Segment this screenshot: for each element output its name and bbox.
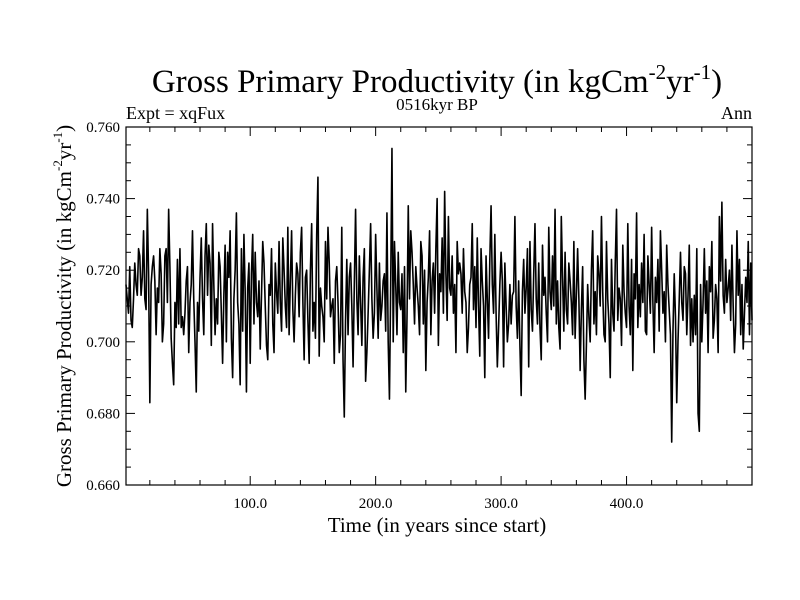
chart-title-end: ): [711, 64, 722, 100]
y-tick-label: 0.720: [86, 263, 120, 279]
y-axis-label-sup1: -2: [50, 160, 65, 171]
chart-title-sup1: -2: [649, 60, 667, 84]
x-axis-label: Time (in years since start): [328, 513, 547, 537]
ticks-layer: 0.660 0.680 0.700 0.720 0.740 0.760 100.0 200.0…: [86, 120, 752, 512]
y-axis-label-sup2: -1: [50, 132, 65, 143]
x-tick-label: 400.0: [610, 496, 644, 512]
y-tick-label: 0.660: [86, 478, 120, 494]
series-line-gpp: [125, 147, 753, 443]
chart-title-sup2: -1: [694, 60, 712, 84]
subtitle-right: Ann: [721, 103, 752, 123]
chart-title-mid: yr: [666, 64, 694, 100]
x-tick-label: 100.0: [233, 496, 267, 512]
subtitle-left: Expt = xqFux: [126, 103, 225, 123]
y-axis-label: Gross Primary Productivity (in kgCm-2yr-…: [50, 125, 76, 487]
series-layer: [125, 147, 753, 443]
y-tick-label: 0.740: [86, 192, 120, 208]
x-tick-label: 300.0: [484, 496, 518, 512]
chart-title: Gross Primary Productivity (in kgCm-2yr-…: [152, 60, 722, 100]
y-axis-label-end: ): [52, 125, 76, 132]
y-tick-label: 0.700: [86, 335, 120, 351]
y-tick-label: 0.760: [86, 120, 120, 136]
y-axis-label-main: Gross Primary Productivity (in kgCm: [52, 171, 76, 487]
x-tick-label: 200.0: [359, 496, 393, 512]
y-axis-label-mid: yr: [52, 143, 76, 161]
chart-title-main: Gross Primary Productivity (in kgCm: [152, 64, 649, 100]
subtitle-center: 0516kyr BP: [396, 95, 478, 114]
y-tick-label: 0.680: [86, 406, 120, 422]
